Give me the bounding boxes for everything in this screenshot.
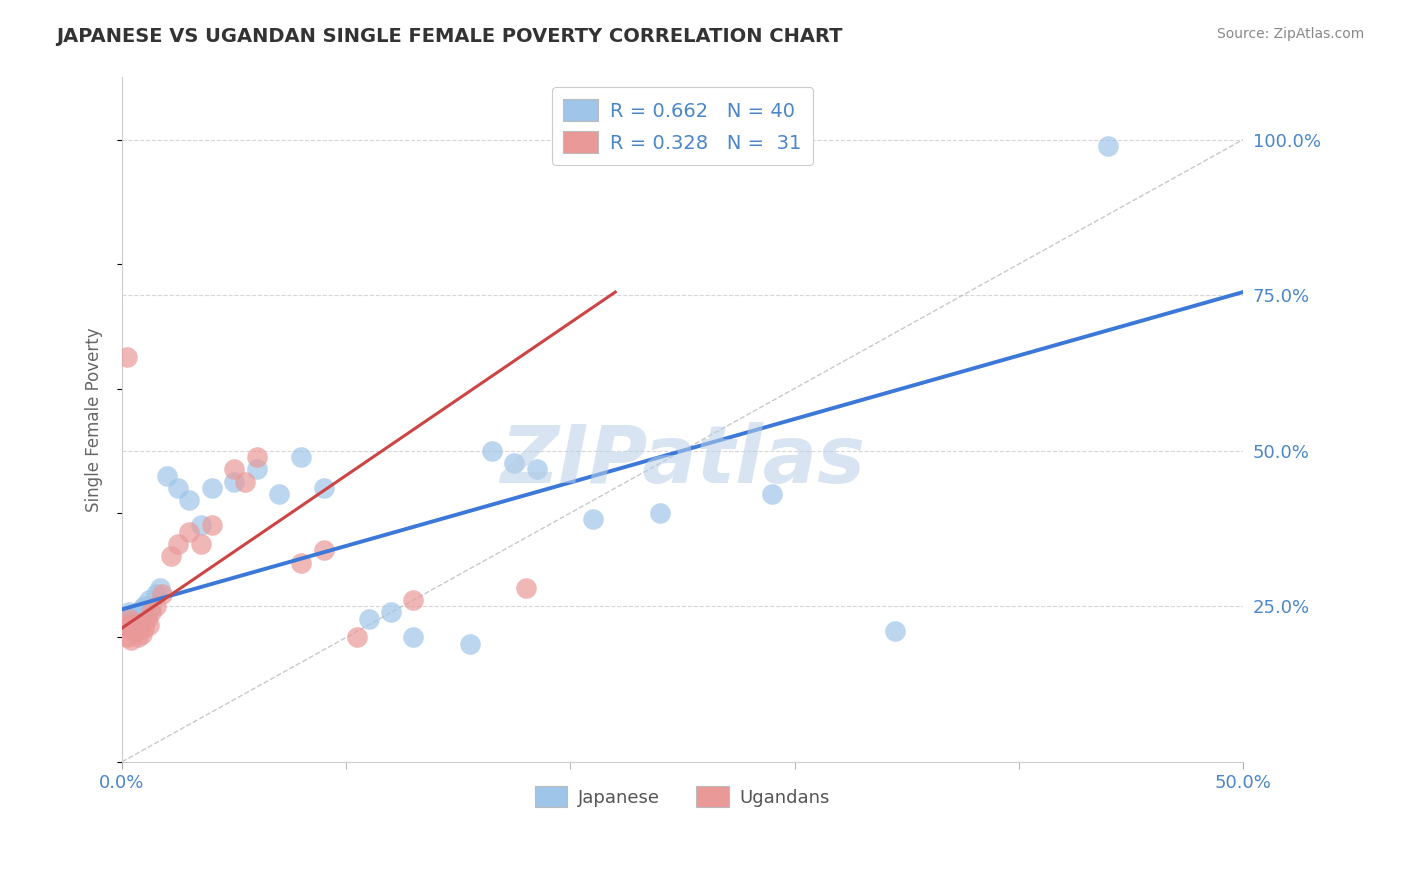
Point	[156, 468, 179, 483]
Point	[127, 631, 149, 645]
Point	[235, 475, 257, 489]
Point	[152, 587, 174, 601]
Point	[115, 608, 138, 623]
Point	[135, 608, 157, 623]
Point	[127, 606, 149, 620]
Point	[145, 599, 167, 614]
Point	[160, 549, 183, 564]
Point	[761, 487, 783, 501]
Point	[122, 608, 145, 623]
Point	[346, 631, 368, 645]
Point	[141, 599, 163, 614]
Point	[115, 615, 138, 629]
Point	[224, 462, 246, 476]
Point	[1097, 139, 1119, 153]
Point	[115, 351, 138, 365]
Point	[112, 621, 135, 635]
Point	[526, 462, 548, 476]
Point	[357, 612, 380, 626]
Point	[290, 556, 312, 570]
Point	[503, 456, 526, 470]
Point	[179, 493, 201, 508]
Point	[112, 612, 135, 626]
Point	[190, 518, 212, 533]
Point	[120, 621, 142, 635]
Y-axis label: Single Female Poverty: Single Female Poverty	[86, 327, 103, 512]
Point	[118, 612, 141, 626]
Point	[190, 537, 212, 551]
Point	[135, 612, 157, 626]
Text: JAPANESE VS UGANDAN SINGLE FEMALE POVERTY CORRELATION CHART: JAPANESE VS UGANDAN SINGLE FEMALE POVERT…	[56, 27, 842, 45]
Point	[115, 618, 138, 632]
Point	[167, 537, 190, 551]
Point	[129, 618, 152, 632]
Point	[245, 462, 267, 476]
Point	[167, 481, 190, 495]
Point	[124, 624, 146, 639]
Text: ZIPatlas: ZIPatlas	[501, 422, 865, 500]
Point	[131, 627, 153, 641]
Point	[515, 581, 537, 595]
Point	[118, 618, 141, 632]
Point	[118, 606, 141, 620]
Point	[149, 581, 172, 595]
Point	[179, 524, 201, 539]
Point	[120, 612, 142, 626]
Point	[120, 633, 142, 648]
Point	[124, 615, 146, 629]
Point	[134, 621, 156, 635]
Point	[245, 450, 267, 464]
Point	[312, 481, 335, 495]
Point	[201, 481, 224, 495]
Point	[129, 612, 152, 626]
Point	[481, 443, 503, 458]
Legend: Japanese, Ugandans: Japanese, Ugandans	[527, 779, 838, 814]
Point	[201, 518, 224, 533]
Point	[145, 587, 167, 601]
Point	[380, 606, 402, 620]
Point	[224, 475, 246, 489]
Point	[582, 512, 605, 526]
Point	[122, 618, 145, 632]
Point	[138, 618, 160, 632]
Point	[884, 624, 907, 639]
Point	[312, 543, 335, 558]
Point	[141, 606, 163, 620]
Point	[267, 487, 290, 501]
Point	[290, 450, 312, 464]
Point	[648, 506, 671, 520]
Point	[458, 636, 481, 650]
Text: Source: ZipAtlas.com: Source: ZipAtlas.com	[1216, 27, 1364, 41]
Point	[402, 593, 425, 607]
Point	[115, 631, 138, 645]
Point	[138, 593, 160, 607]
Point	[122, 615, 145, 629]
Point	[134, 599, 156, 614]
Point	[131, 602, 153, 616]
Point	[402, 631, 425, 645]
